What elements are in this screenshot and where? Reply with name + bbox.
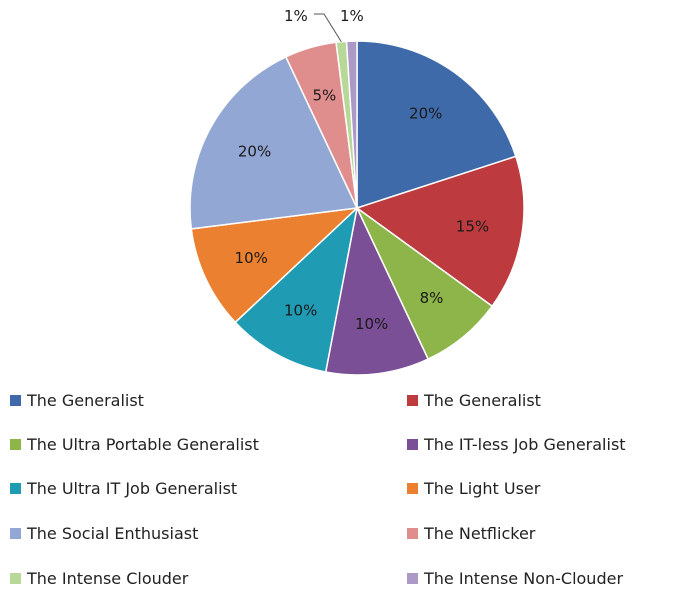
slice-value-label: 10% bbox=[235, 249, 268, 267]
legend-item: The IT-less Job Generalist bbox=[407, 433, 626, 455]
pie-slice bbox=[234, 205, 359, 373]
legend-item: The Netflicker bbox=[407, 522, 535, 544]
legend-label: The Ultra IT Job Generalist bbox=[27, 478, 238, 498]
legend-label: The Light User bbox=[424, 478, 541, 498]
leader-line bbox=[314, 13, 342, 43]
legend-swatch bbox=[10, 572, 21, 584]
legend-label: The Netflicker bbox=[424, 523, 536, 543]
legend-label: The Social Enthusiast bbox=[27, 523, 199, 543]
slice-value-label: 1% bbox=[340, 7, 364, 25]
chart-legend: The Generalist The Generalist The Ultra Po… bbox=[0, 383, 675, 597]
legend-label: The IT-less Job Generalist bbox=[424, 434, 626, 454]
legend-label: The Generalist bbox=[27, 390, 144, 410]
legend-swatch bbox=[10, 482, 21, 494]
legend-swatch bbox=[10, 438, 21, 450]
legend-swatch bbox=[407, 572, 418, 584]
legend-label: The Intense Non-Clouder bbox=[424, 568, 624, 588]
legend-item: The Generalist bbox=[10, 389, 144, 411]
slice-value-label: 8% bbox=[420, 289, 444, 307]
legend-swatch bbox=[407, 482, 418, 494]
legend-label: The Generalist bbox=[424, 390, 541, 410]
pie-slice bbox=[189, 55, 359, 230]
pie-slice bbox=[345, 40, 358, 209]
legend-item: The Light User bbox=[407, 477, 540, 499]
slice-value-label: 10% bbox=[284, 301, 317, 319]
legend-item: The Intense Non-Clouder bbox=[407, 567, 623, 589]
legend-label: The Ultra Portable Generalist bbox=[27, 434, 259, 454]
pie-slice bbox=[356, 40, 517, 210]
legend-item: The Ultra IT Job Generalist bbox=[10, 477, 237, 499]
legend-item: The Generalist bbox=[407, 389, 541, 411]
slice-value-label: 5% bbox=[312, 87, 336, 105]
legend-label: The Intense Clouder bbox=[27, 568, 189, 588]
legend-swatch bbox=[407, 527, 418, 539]
legend-swatch bbox=[407, 394, 418, 406]
slice-value-label: 10% bbox=[355, 315, 388, 333]
legend-swatch bbox=[10, 394, 21, 406]
slice-value-label: 15% bbox=[456, 217, 489, 235]
slice-value-label: 1% bbox=[284, 7, 308, 25]
slice-value-label: 20% bbox=[409, 104, 442, 122]
slice-value-label: 20% bbox=[238, 143, 271, 161]
legend-swatch bbox=[407, 438, 418, 450]
pie-slice bbox=[190, 206, 360, 324]
legend-item: The Social Enthusiast bbox=[10, 522, 198, 544]
pie-slice bbox=[324, 205, 430, 376]
pie-chart: 20% 15% 8% 10% 10% 10% 20% 5% 1% 1% bbox=[189, 7, 525, 376]
legend-swatch bbox=[10, 527, 21, 539]
pie-slice bbox=[355, 155, 525, 308]
legend-item: The Ultra Portable Generalist bbox=[10, 433, 259, 455]
legend-item: The Intense Clouder bbox=[10, 567, 188, 589]
